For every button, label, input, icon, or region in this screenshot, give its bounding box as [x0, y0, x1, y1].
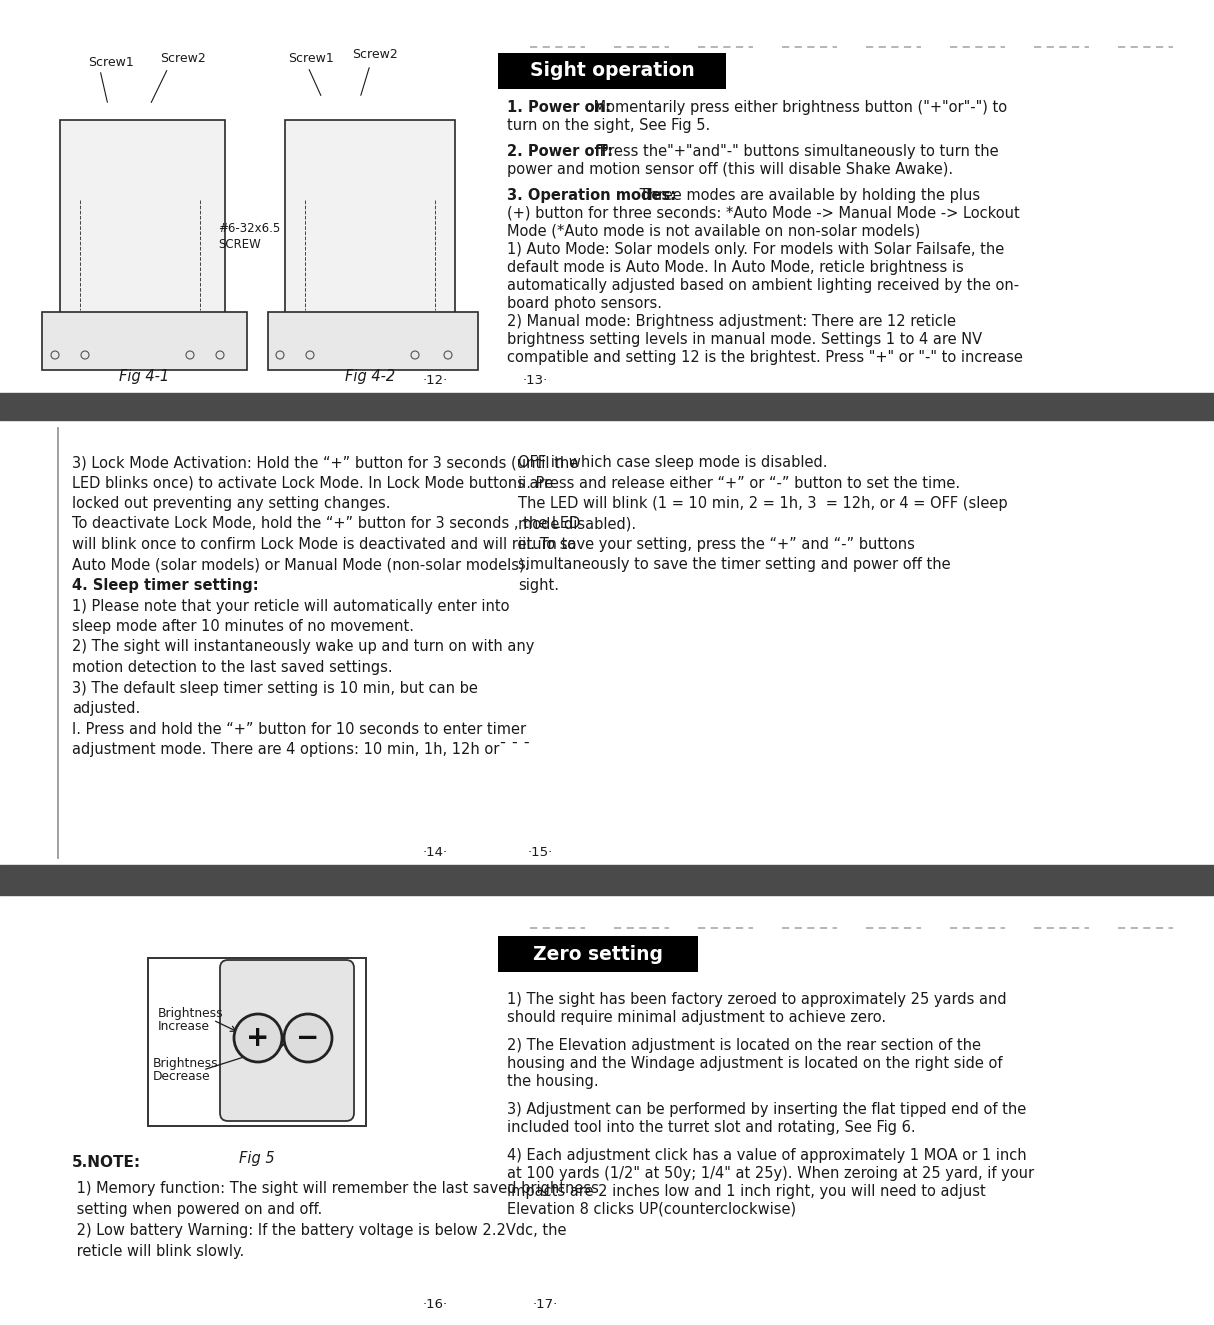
- Text: (+) button for three seconds: *Auto Mode -> Manual Mode -> Lockout: (+) button for three seconds: *Auto Mode…: [507, 205, 1020, 221]
- Text: SCREW: SCREW: [219, 237, 261, 250]
- Text: Three modes are available by holding the plus: Three modes are available by holding the…: [635, 188, 980, 203]
- Text: 1) Please note that your reticle will automatically enter into: 1) Please note that your reticle will au…: [72, 599, 510, 613]
- Circle shape: [234, 1014, 282, 1063]
- Text: Screw2: Screw2: [160, 52, 205, 65]
- Text: 2) Low battery Warning: If the battery voltage is below 2.2Vdc, the: 2) Low battery Warning: If the battery v…: [72, 1223, 567, 1238]
- Text: default mode is Auto Mode. In Auto Mode, reticle brightness is: default mode is Auto Mode. In Auto Mode,…: [507, 260, 964, 276]
- Text: adjustment mode. There are 4 options: 10 min, 1h, 12h or¯ ¯ ¯: adjustment mode. There are 4 options: 10…: [72, 742, 531, 757]
- Text: Fig 5: Fig 5: [239, 1150, 274, 1166]
- Text: Brightness: Brightness: [153, 1056, 219, 1069]
- Text: iii. To save your setting, press the “+” and “-” buttons: iii. To save your setting, press the “+”…: [518, 537, 915, 553]
- Text: Zero setting: Zero setting: [533, 945, 663, 963]
- Text: will blink once to confirm Lock Mode is deactivated and will return to: will blink once to confirm Lock Mode is …: [72, 537, 577, 553]
- Text: locked out preventing any setting changes.: locked out preventing any setting change…: [72, 496, 391, 511]
- Text: 2. Power off:: 2. Power off:: [507, 144, 613, 159]
- Text: #6-32x6.5: #6-32x6.5: [219, 221, 280, 235]
- Text: housing and the Windage adjustment is located on the right side of: housing and the Windage adjustment is lo…: [507, 1056, 1003, 1071]
- Text: Mode (*Auto mode is not available on non-solar models): Mode (*Auto mode is not available on non…: [507, 224, 920, 238]
- Text: Brightness: Brightness: [158, 1007, 223, 1019]
- Text: Decrease: Decrease: [153, 1071, 210, 1084]
- Text: 5.NOTE:: 5.NOTE:: [72, 1155, 141, 1170]
- Text: 4. Sleep timer setting:: 4. Sleep timer setting:: [72, 578, 259, 594]
- Text: ii. Press and release either “+” or “-” button to set the time.: ii. Press and release either “+” or “-” …: [518, 476, 960, 490]
- Text: setting when powered on and off.: setting when powered on and off.: [72, 1202, 322, 1216]
- Text: ·17·: ·17·: [533, 1298, 557, 1312]
- Text: Fig 4-2: Fig 4-2: [345, 370, 395, 384]
- Text: board photo sensors.: board photo sensors.: [507, 295, 662, 311]
- Text: Screw2: Screw2: [352, 49, 398, 61]
- Text: Elevation 8 clicks UP(counterclockwise): Elevation 8 clicks UP(counterclockwise): [507, 1202, 796, 1216]
- Text: ·15·: ·15·: [527, 847, 552, 860]
- Text: brightness setting levels in manual mode. Settings 1 to 4 are NV: brightness setting levels in manual mode…: [507, 333, 982, 347]
- Text: should require minimal adjustment to achieve zero.: should require minimal adjustment to ach…: [507, 1010, 886, 1026]
- Text: ·12·: ·12·: [422, 374, 448, 387]
- Text: Fig 4-1: Fig 4-1: [119, 370, 169, 384]
- FancyBboxPatch shape: [42, 311, 246, 370]
- Text: Increase: Increase: [158, 1020, 210, 1034]
- Text: +: +: [246, 1024, 270, 1052]
- Text: −: −: [296, 1024, 319, 1052]
- Bar: [498, 935, 698, 973]
- Text: 2) The sight will instantaneously wake up and turn on with any: 2) The sight will instantaneously wake u…: [72, 640, 534, 655]
- Text: 3) Adjustment can be performed by inserting the flat tipped end of the: 3) Adjustment can be performed by insert…: [507, 1102, 1026, 1117]
- FancyBboxPatch shape: [268, 311, 478, 370]
- Text: ·13·: ·13·: [522, 374, 548, 387]
- Text: LED blinks once) to activate Lock Mode. In Lock Mode buttons are: LED blinks once) to activate Lock Mode. …: [72, 476, 554, 490]
- Text: Press the"+"and"-" buttons simultaneously to turn the: Press the"+"and"-" buttons simultaneousl…: [595, 144, 999, 159]
- Text: 4) Each adjustment click has a value of approximately 1 MOA or 1 inch: 4) Each adjustment click has a value of …: [507, 1147, 1027, 1163]
- Text: automatically adjusted based on ambient lighting received by the on-: automatically adjusted based on ambient …: [507, 278, 1019, 293]
- Text: reticle will blink slowly.: reticle will blink slowly.: [72, 1244, 244, 1259]
- Text: To deactivate Lock Mode, hold the “+” button for 3 seconds , the LED: To deactivate Lock Mode, hold the “+” bu…: [72, 517, 580, 531]
- FancyBboxPatch shape: [59, 121, 225, 321]
- Circle shape: [284, 1014, 331, 1063]
- Text: turn on the sight, See Fig 5.: turn on the sight, See Fig 5.: [507, 118, 710, 132]
- Text: Screw1: Screw1: [87, 56, 134, 69]
- FancyBboxPatch shape: [220, 961, 354, 1121]
- Text: sight.: sight.: [518, 578, 558, 594]
- Text: Momentarily press either brightness button ("+"or"-") to: Momentarily press either brightness butt…: [589, 99, 1008, 115]
- Text: ·14·: ·14·: [422, 847, 448, 860]
- Text: 2) Manual mode: Brightness adjustment: There are 12 reticle: 2) Manual mode: Brightness adjustment: T…: [507, 314, 955, 329]
- Text: power and motion sensor off (this will disable Shake Awake).: power and motion sensor off (this will d…: [507, 162, 953, 178]
- Text: included tool into the turret slot and rotating, See Fig 6.: included tool into the turret slot and r…: [507, 1120, 915, 1136]
- Text: ·16·: ·16·: [422, 1298, 448, 1312]
- Text: 2) The Elevation adjustment is located on the rear section of the: 2) The Elevation adjustment is located o…: [507, 1037, 981, 1053]
- Bar: [498, 53, 726, 89]
- Text: impacts are 2 inches low and 1 inch right, you will need to adjust: impacts are 2 inches low and 1 inch righ…: [507, 1185, 986, 1199]
- Text: 3) Lock Mode Activation: Hold the “+” button for 3 seconds (until the: 3) Lock Mode Activation: Hold the “+” bu…: [72, 454, 578, 470]
- Text: compatible and setting 12 is the brightest. Press "+" or "-" to increase: compatible and setting 12 is the brighte…: [507, 350, 1023, 364]
- FancyBboxPatch shape: [285, 121, 455, 321]
- Text: adjusted.: adjusted.: [72, 701, 141, 716]
- Text: Sight operation: Sight operation: [529, 61, 694, 81]
- Text: OFF in which case sleep mode is disabled.: OFF in which case sleep mode is disabled…: [518, 454, 828, 470]
- Text: simultaneously to save the timer setting and power off the: simultaneously to save the timer setting…: [518, 558, 951, 572]
- Text: 1) Auto Mode: Solar models only. For models with Solar Failsafe, the: 1) Auto Mode: Solar models only. For mod…: [507, 242, 1004, 257]
- Text: motion detection to the last saved settings.: motion detection to the last saved setti…: [72, 660, 392, 674]
- Text: sleep mode after 10 minutes of no movement.: sleep mode after 10 minutes of no moveme…: [72, 619, 414, 633]
- Text: 3) The default sleep timer setting is 10 min, but can be: 3) The default sleep timer setting is 10…: [72, 681, 478, 696]
- Text: 1. Power on:: 1. Power on:: [507, 99, 611, 115]
- Text: 1) Memory function: The sight will remember the last saved brightness: 1) Memory function: The sight will remem…: [72, 1181, 599, 1196]
- Text: 1) The sight has been factory zeroed to approximately 25 yards and: 1) The sight has been factory zeroed to …: [507, 992, 1006, 1007]
- Text: The LED will blink (1 = 10 min, 2 = 1h, 3  = 12h, or 4 = OFF (sleep: The LED will blink (1 = 10 min, 2 = 1h, …: [518, 496, 1008, 511]
- Text: 3. Operation modes:: 3. Operation modes:: [507, 188, 676, 203]
- Bar: [148, 958, 365, 1126]
- Text: the housing.: the housing.: [507, 1075, 599, 1089]
- Text: at 100 yards (1/2" at 50y; 1/4" at 25y). When zeroing at 25 yard, if your: at 100 yards (1/2" at 50y; 1/4" at 25y).…: [507, 1166, 1034, 1181]
- Text: I. Press and hold the “+” button for 10 seconds to enter timer: I. Press and hold the “+” button for 10 …: [72, 722, 526, 737]
- Text: Auto Mode (solar models) or Manual Mode (non-solar models).: Auto Mode (solar models) or Manual Mode …: [72, 558, 529, 572]
- Text: Screw1: Screw1: [288, 52, 334, 65]
- Text: mode disabled).: mode disabled).: [518, 517, 636, 531]
